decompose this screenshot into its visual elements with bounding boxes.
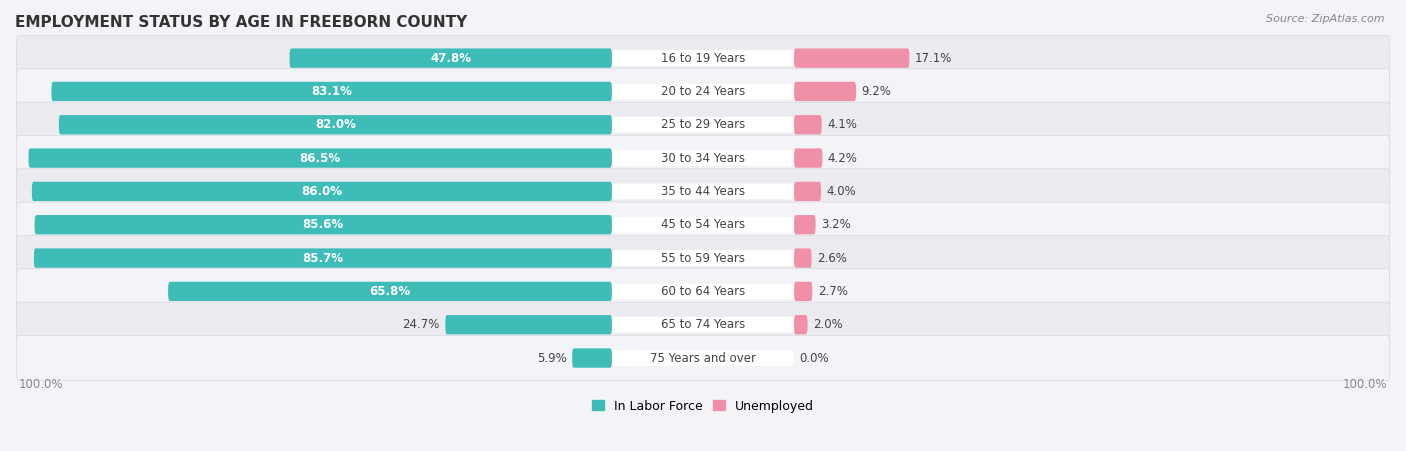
Text: 17.1%: 17.1% [915,51,952,64]
FancyBboxPatch shape [17,69,1389,114]
FancyBboxPatch shape [612,184,794,199]
Text: 45 to 54 Years: 45 to 54 Years [661,218,745,231]
FancyBboxPatch shape [612,83,794,99]
Legend: In Labor Force, Unemployed: In Labor Force, Unemployed [592,400,814,413]
FancyBboxPatch shape [17,269,1389,314]
FancyBboxPatch shape [52,82,612,101]
FancyBboxPatch shape [17,235,1389,281]
Text: 16 to 19 Years: 16 to 19 Years [661,51,745,64]
FancyBboxPatch shape [32,182,612,201]
FancyBboxPatch shape [794,115,821,134]
FancyBboxPatch shape [35,215,612,235]
FancyBboxPatch shape [612,284,794,299]
Text: Source: ZipAtlas.com: Source: ZipAtlas.com [1267,14,1385,23]
Text: 30 to 34 Years: 30 to 34 Years [661,152,745,165]
Text: 100.0%: 100.0% [18,378,63,391]
Text: 86.5%: 86.5% [299,152,340,165]
FancyBboxPatch shape [28,148,612,168]
Text: 4.2%: 4.2% [828,152,858,165]
FancyBboxPatch shape [794,148,823,168]
FancyBboxPatch shape [612,50,794,66]
Text: 55 to 59 Years: 55 to 59 Years [661,252,745,265]
FancyBboxPatch shape [794,282,813,301]
FancyBboxPatch shape [17,302,1389,347]
FancyBboxPatch shape [612,317,794,333]
FancyBboxPatch shape [17,336,1389,381]
Text: 35 to 44 Years: 35 to 44 Years [661,185,745,198]
Text: 60 to 64 Years: 60 to 64 Years [661,285,745,298]
FancyBboxPatch shape [446,315,612,334]
Text: 9.2%: 9.2% [862,85,891,98]
FancyBboxPatch shape [612,250,794,266]
FancyBboxPatch shape [17,202,1389,248]
Text: 2.7%: 2.7% [818,285,848,298]
FancyBboxPatch shape [612,350,794,366]
Text: 2.0%: 2.0% [813,318,842,331]
Text: 4.1%: 4.1% [827,118,858,131]
FancyBboxPatch shape [17,102,1389,147]
Text: 65 to 74 Years: 65 to 74 Years [661,318,745,331]
FancyBboxPatch shape [169,282,612,301]
Text: 47.8%: 47.8% [430,51,471,64]
FancyBboxPatch shape [612,150,794,166]
Text: 65.8%: 65.8% [370,285,411,298]
FancyBboxPatch shape [794,82,856,101]
Text: 83.1%: 83.1% [311,85,352,98]
FancyBboxPatch shape [612,217,794,233]
FancyBboxPatch shape [17,135,1389,181]
FancyBboxPatch shape [17,36,1389,81]
Text: 5.9%: 5.9% [537,351,567,364]
FancyBboxPatch shape [612,117,794,133]
Text: 100.0%: 100.0% [1343,378,1388,391]
Text: 86.0%: 86.0% [301,185,343,198]
FancyBboxPatch shape [34,249,612,268]
FancyBboxPatch shape [572,348,612,368]
Text: 2.6%: 2.6% [817,252,846,265]
Text: 3.2%: 3.2% [821,218,851,231]
Text: 85.6%: 85.6% [302,218,344,231]
Text: 24.7%: 24.7% [402,318,440,331]
FancyBboxPatch shape [794,48,910,68]
FancyBboxPatch shape [794,249,811,268]
FancyBboxPatch shape [290,48,612,68]
FancyBboxPatch shape [794,182,821,201]
Text: 75 Years and over: 75 Years and over [650,351,756,364]
Text: 25 to 29 Years: 25 to 29 Years [661,118,745,131]
FancyBboxPatch shape [794,215,815,235]
FancyBboxPatch shape [17,169,1389,214]
FancyBboxPatch shape [59,115,612,134]
Text: 4.0%: 4.0% [827,185,856,198]
Text: 20 to 24 Years: 20 to 24 Years [661,85,745,98]
Text: 0.0%: 0.0% [800,351,830,364]
FancyBboxPatch shape [794,315,807,334]
Text: 82.0%: 82.0% [315,118,356,131]
Text: 85.7%: 85.7% [302,252,343,265]
Text: EMPLOYMENT STATUS BY AGE IN FREEBORN COUNTY: EMPLOYMENT STATUS BY AGE IN FREEBORN COU… [15,15,467,30]
